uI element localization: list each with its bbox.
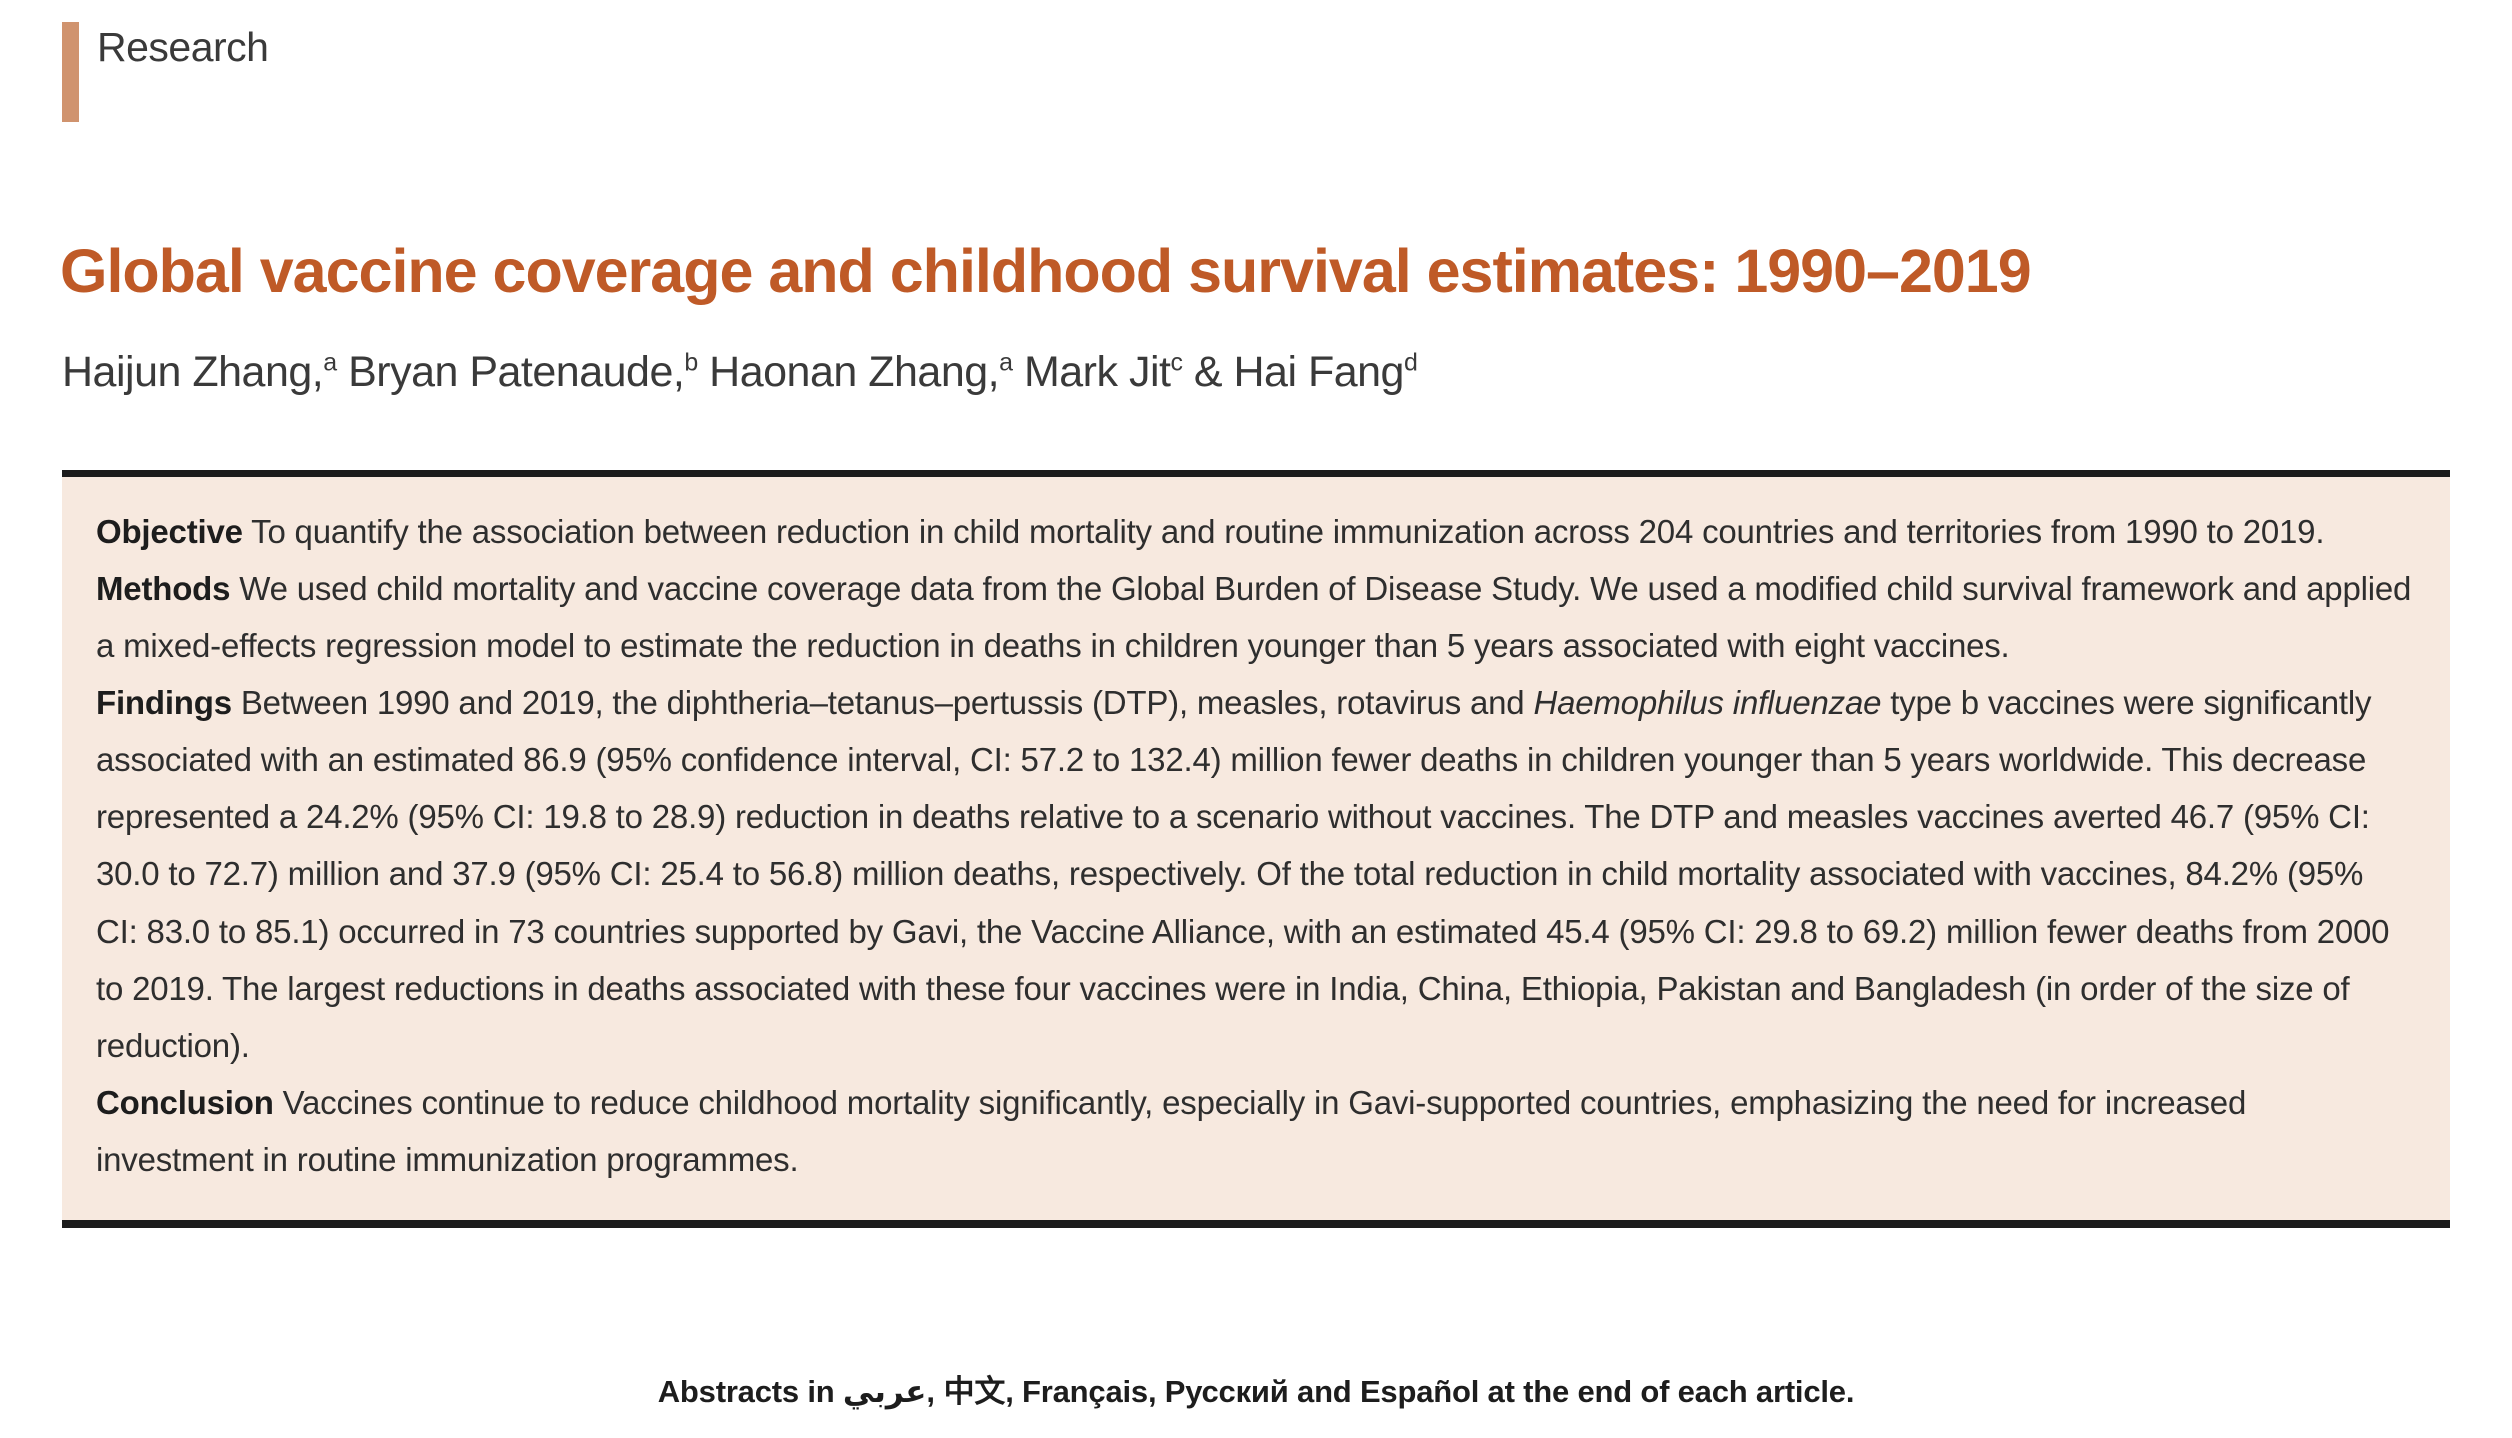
author-name: Haonan Zhang,: [709, 348, 1000, 396]
abstracts-languages-note: Abstracts in عربي, 中文, Français, Русский…: [657, 1374, 1855, 1409]
kicker-accent-bar: [62, 22, 79, 122]
authors-line: Haijun Zhang,a Bryan Patenaude,b Haonan …: [62, 348, 2454, 397]
section-text-methods: We used child mortality and vaccine cove…: [96, 570, 2412, 665]
species-name-italic: Haemophilus influenzae: [1533, 684, 1882, 722]
article-title: Global vaccine coverage and childhood su…: [60, 237, 2032, 305]
section-label-methods: Methods: [96, 570, 231, 608]
kicker-label: Research: [97, 24, 269, 70]
author-name: Bryan Patenaude,: [348, 348, 685, 396]
author-affiliation-mark: a: [323, 348, 337, 377]
author-affiliation-mark: a: [999, 348, 1013, 377]
abstract-section-methods: Methods We used child mortality and vacc…: [96, 560, 2412, 674]
abstract-box: Objective To quantify the association be…: [62, 470, 2450, 1228]
author-name: Haijun Zhang,: [62, 348, 324, 396]
section-text-objective: To quantify the association between redu…: [242, 513, 2325, 550]
abstract-section-findings: Findings Between 1990 and 2019, the diph…: [96, 674, 2412, 1074]
author-name: & Hai Fang: [1193, 348, 1405, 396]
section-text-conclusion: Vaccines continue to reduce childhood mo…: [96, 1083, 2247, 1178]
section-label-objective: Objective: [96, 513, 243, 550]
author-affiliation-mark: d: [1403, 348, 1418, 377]
section-text-findings-1: Between 1990 and 2019, the diphtheria–te…: [231, 684, 1534, 722]
author-name: Mark Jit: [1023, 348, 1171, 396]
abstract-section-objective: Objective To quantify the association be…: [96, 503, 2412, 560]
section-text-findings-2: type b vaccines were significantly assoc…: [96, 684, 2390, 1064]
section-label-findings: Findings: [96, 684, 232, 722]
author-affiliation-mark: c: [1170, 348, 1183, 377]
section-kicker: Research: [62, 22, 269, 122]
abstract-section-conclusion: Conclusion Vaccines continue to reduce c…: [96, 1074, 2412, 1188]
section-label-conclusion: Conclusion: [96, 1083, 274, 1121]
author-affiliation-mark: b: [684, 348, 698, 377]
